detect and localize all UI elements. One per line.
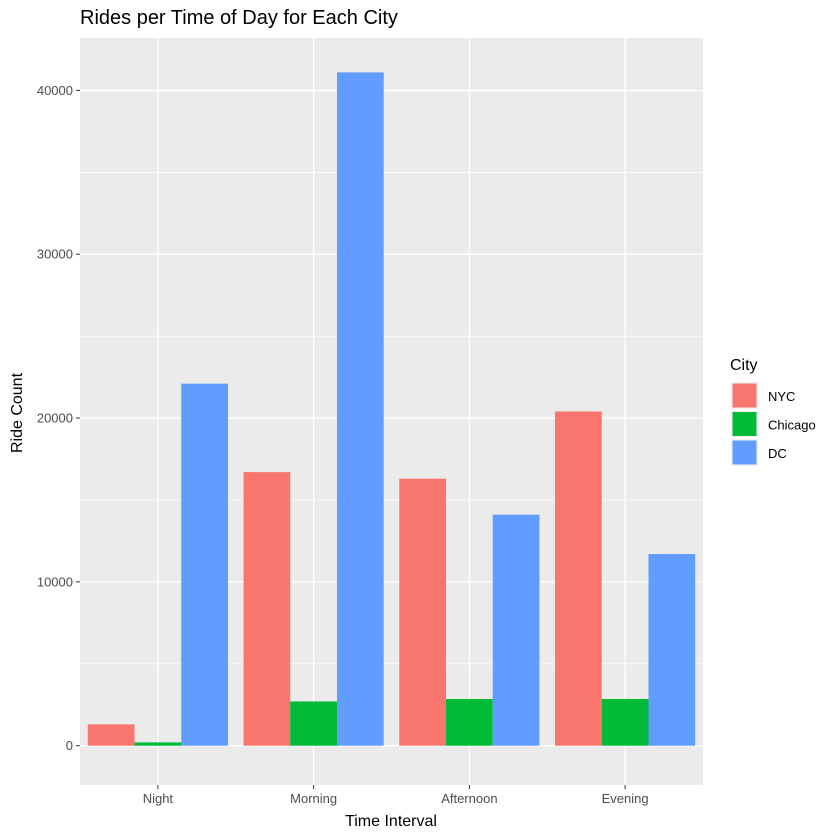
x-tick-label: Afternoon bbox=[441, 791, 497, 806]
x-tick-label: Evening bbox=[602, 791, 649, 806]
legend-swatch bbox=[732, 440, 757, 465]
y-tick-label: 0 bbox=[66, 738, 73, 753]
bars bbox=[87, 72, 696, 746]
legend-label: Chicago bbox=[768, 418, 816, 433]
legend-swatch bbox=[732, 412, 757, 436]
y-tick-label: 40000 bbox=[37, 83, 73, 98]
y-axis-title: Ride Count bbox=[9, 372, 26, 453]
bar bbox=[648, 554, 696, 746]
y-tick-label: 30000 bbox=[37, 247, 73, 262]
bar bbox=[336, 72, 384, 746]
legend-swatch bbox=[732, 383, 757, 408]
bar bbox=[399, 478, 447, 746]
legend-label: NYC bbox=[768, 389, 795, 404]
bar bbox=[601, 698, 649, 746]
bar bbox=[87, 724, 135, 746]
bar bbox=[243, 472, 291, 746]
y-tick-label: 10000 bbox=[37, 574, 73, 589]
y-axis: 0 10000 20000 30000 40000 bbox=[37, 83, 80, 753]
bar bbox=[181, 383, 228, 746]
x-tick-label: Night bbox=[143, 791, 174, 806]
legend: City NYC Chicago DC bbox=[730, 357, 816, 466]
bar bbox=[492, 514, 540, 746]
x-axis-title: Time Interval bbox=[345, 813, 437, 830]
y-tick-label: 20000 bbox=[37, 411, 73, 426]
legend-title: City bbox=[730, 357, 758, 374]
x-axis: Night Morning Afternoon Evening bbox=[143, 785, 649, 806]
legend-label: DC bbox=[768, 446, 787, 461]
chart-title: Rides per Time of Day for Each City bbox=[80, 7, 398, 29]
plot-panel bbox=[80, 38, 703, 785]
bar bbox=[290, 701, 337, 746]
bar bbox=[555, 411, 602, 746]
bar bbox=[134, 742, 182, 746]
x-tick-label: Morning bbox=[290, 791, 337, 806]
bar bbox=[446, 698, 493, 746]
